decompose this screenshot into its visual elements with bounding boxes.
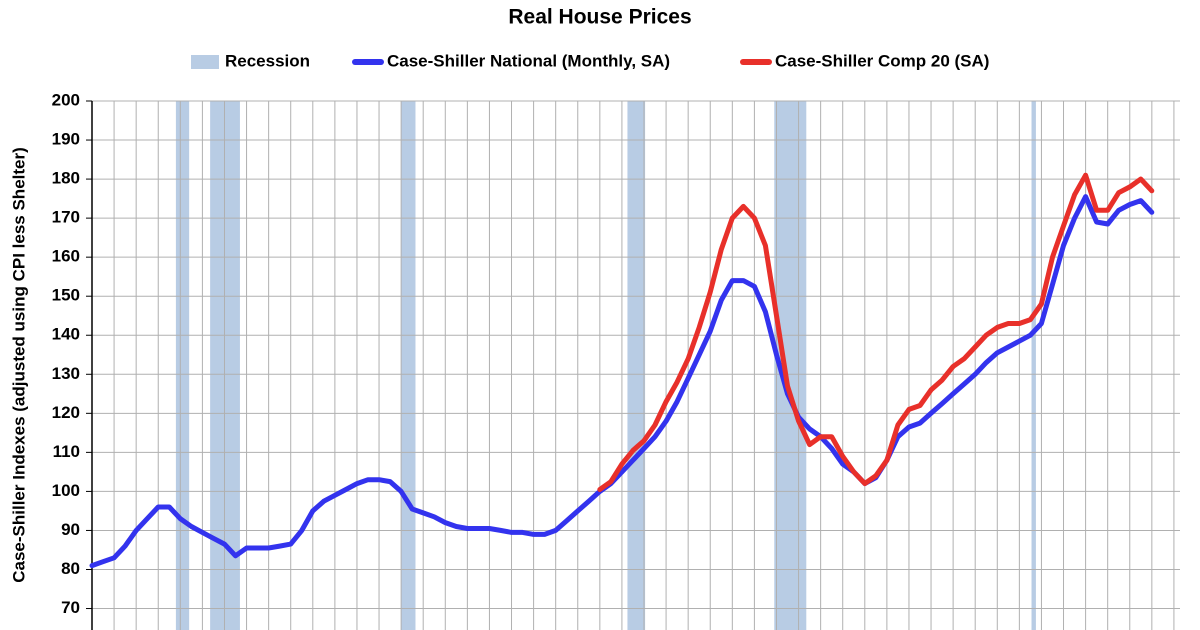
series-line xyxy=(597,172,1155,492)
y-tick-label: 150 xyxy=(52,286,80,305)
y-tick-label: 180 xyxy=(52,169,80,188)
y-tick-label: 70 xyxy=(61,598,80,617)
chart-title: Real House Prices xyxy=(508,6,691,29)
y-tick-label: 170 xyxy=(52,208,80,227)
y-tick-label: 110 xyxy=(53,442,80,461)
recession-band xyxy=(1031,101,1036,630)
y-axis-label: Case-Shiller Indexes (adjusted using CPI… xyxy=(9,147,28,583)
legend-label: Case-Shiller National (Monthly, SA) xyxy=(387,51,670,70)
series-line xyxy=(89,194,1155,569)
y-tick-label: 80 xyxy=(61,559,80,578)
legend-label: Recession xyxy=(225,51,310,70)
y-tick-label: 200 xyxy=(52,90,80,109)
legend-label: Case-Shiller Comp 20 (SA) xyxy=(775,51,989,70)
y-tick-label: 160 xyxy=(52,247,80,266)
y-tick-label: 190 xyxy=(52,130,80,149)
recession-band xyxy=(210,101,240,630)
y-tick-label: 100 xyxy=(52,481,80,500)
legend-swatch xyxy=(191,55,219,69)
y-tick-label: 140 xyxy=(52,325,80,344)
recession-band xyxy=(627,101,646,630)
y-tick-label: 120 xyxy=(52,403,80,422)
y-tick-label: 90 xyxy=(61,520,80,539)
recession-band xyxy=(175,101,190,630)
y-tick-label: 130 xyxy=(52,364,80,383)
recession-band xyxy=(401,101,416,630)
